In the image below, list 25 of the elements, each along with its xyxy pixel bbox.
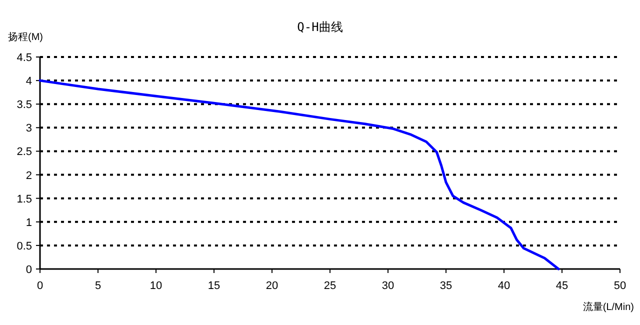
y-tick-label: 4.5: [16, 52, 32, 64]
y-tick-label: 1.5: [16, 193, 32, 206]
y-tick-label: 3.5: [16, 99, 32, 112]
x-tick-label: 10: [150, 280, 162, 292]
y-tick-label: 0.5: [16, 240, 32, 252]
x-tick-label: 45: [556, 280, 568, 292]
x-tick-label: 15: [208, 280, 220, 292]
x-tick-label: 0: [36, 280, 44, 292]
x-tick-label: 35: [440, 280, 452, 292]
y-axis-title: 扬程(M): [8, 31, 43, 43]
y-tick-label: 2: [26, 170, 32, 182]
y-tick-label: 4: [26, 76, 32, 88]
x-tick-label: 30: [382, 280, 394, 292]
y-tick-label: 3: [26, 122, 32, 135]
x-tick-label: 40: [498, 280, 510, 292]
line-series: [38, 79, 560, 270]
x-tick-label: 50: [614, 280, 626, 292]
x-tick-label: 25: [324, 280, 336, 292]
x-axis-title: 流量(L/Min): [582, 301, 634, 313]
x-tick-label: 20: [266, 280, 278, 292]
y-tick-label: 1: [26, 216, 32, 229]
y-tick-label: 2.5: [16, 146, 32, 158]
y-tick-label: 0: [26, 264, 32, 276]
x-tick-label: 5: [94, 280, 102, 292]
chart-title: Q-H曲线: [297, 20, 343, 34]
